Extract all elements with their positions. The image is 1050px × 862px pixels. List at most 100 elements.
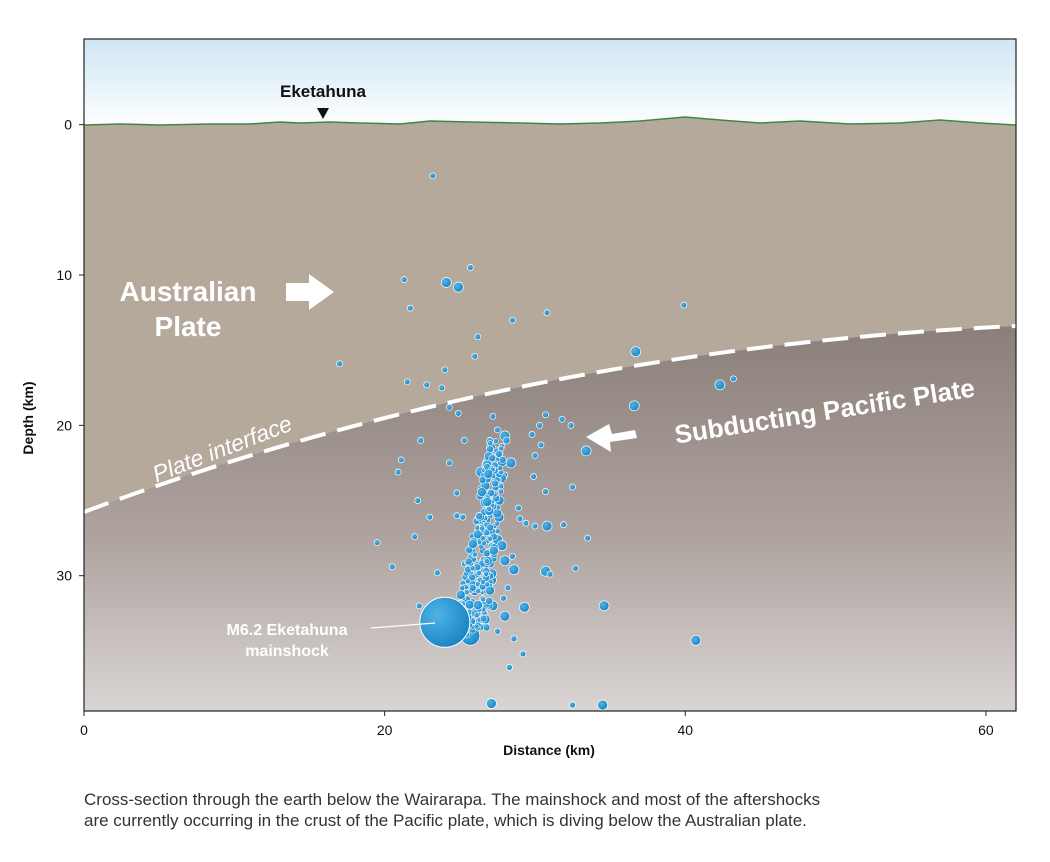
earthquake-point (406, 304, 414, 312)
aftershock-point (468, 583, 477, 592)
earthquake-point (505, 457, 517, 469)
aftershock-point (483, 571, 489, 577)
aftershock-point (479, 525, 486, 532)
aftershock-point (464, 599, 475, 610)
earthquake-point (569, 701, 576, 709)
aftershock-point (483, 469, 494, 479)
earthquake-point (528, 431, 536, 438)
aftershock-point (464, 578, 471, 584)
earthquake-point (489, 412, 497, 420)
y-tick-label: 30 (56, 568, 72, 584)
australian-plate-label-line1: Australian (120, 276, 257, 307)
earthquake-point (494, 426, 501, 434)
earthquake-point (494, 627, 501, 635)
aftershock-point (485, 596, 493, 605)
earthquake-point (506, 664, 513, 671)
aftershock-point (474, 524, 481, 531)
earthquake-point (572, 564, 579, 572)
earthquake-point (454, 409, 462, 417)
aftershock-point (498, 455, 507, 464)
x-tick-label: 40 (678, 722, 694, 738)
sky-background (84, 39, 1016, 129)
aftershock-point (488, 545, 499, 556)
x-axis-title: Distance (km) (503, 742, 595, 758)
aftershock-point (487, 488, 495, 497)
aftershock-point (491, 479, 499, 488)
aftershock-point (475, 512, 484, 520)
y-axis-ticks: 0 10 20 30 (56, 117, 84, 584)
y-axis-title: Depth (km) (20, 381, 36, 454)
earthquake-point (531, 522, 539, 530)
earthquake-point (445, 403, 453, 411)
aftershock-point (488, 454, 497, 463)
aftershock-point (472, 529, 483, 540)
aftershock-point (493, 438, 499, 444)
plate-interface-line (84, 324, 1016, 514)
earthquake-point (516, 515, 524, 522)
aftershock-point (475, 588, 482, 594)
earthquake-point (445, 459, 453, 467)
earthquake-point (569, 483, 576, 491)
aftershock-cluster (451, 436, 511, 639)
pacific-plate-slab (84, 326, 1016, 711)
mainshock-label-line2: mainshock (245, 643, 329, 660)
ground-surface-line (84, 116, 1016, 126)
aftershock-point (494, 520, 501, 527)
aftershock-point (482, 497, 492, 507)
aftershock-point (478, 476, 487, 484)
y-tick-label: 20 (56, 417, 72, 433)
aftershock-point (476, 570, 482, 576)
earthquake-point (486, 698, 497, 709)
aftershock-point (487, 535, 493, 542)
aftershock-point (495, 450, 503, 458)
earthquake-point (510, 635, 518, 643)
aftershock-point (502, 436, 511, 445)
aftershock-point (471, 551, 478, 558)
earthquake-point (474, 333, 482, 341)
aftershock-point (455, 590, 466, 600)
earthquake-point (542, 488, 549, 495)
earthquake-point (522, 519, 530, 527)
pacific-plate-arrow-icon (586, 424, 637, 452)
aftershock-point (487, 440, 493, 447)
x-tick-label: 0 (80, 722, 88, 738)
earthquake-point (630, 346, 642, 358)
plot-frame (83, 38, 1017, 712)
cross-section-figure: 0 20 40 60 0 10 20 30 Distance (km) Depth (km)… (20, 38, 1017, 758)
eketahuna-marker-icon (317, 108, 329, 119)
earthquake-point (508, 564, 520, 576)
earthquake-point (459, 513, 467, 521)
earthquake-point (440, 277, 452, 288)
mainshock-label-line1: M6.2 Eketahuna (227, 622, 348, 639)
earthquake-point (509, 552, 516, 560)
aftershock-point (480, 596, 486, 603)
earthquake-point (336, 360, 343, 368)
earthquake-point (560, 521, 567, 528)
earthquake-point (417, 437, 425, 444)
earthquake-point (433, 569, 441, 577)
aftershock-point (469, 565, 476, 572)
earthquake-point (690, 634, 702, 646)
earthquake-point (397, 456, 405, 464)
earthquake-point (543, 309, 551, 316)
earthquake-point (542, 411, 549, 419)
earthquake-point (531, 452, 539, 459)
figure-caption: Cross-section through the earth below th… (84, 789, 1024, 831)
earthquake-point (471, 352, 479, 360)
earthquake-point (453, 512, 461, 519)
earthquake-point (429, 172, 437, 180)
earthquake-point (373, 539, 381, 546)
earthquake-point (598, 600, 610, 612)
x-axis-ticks: 0 20 40 60 (80, 711, 994, 738)
earthquake-point (400, 276, 408, 283)
earthquake-point (438, 384, 446, 392)
earthquake-point (426, 513, 434, 521)
earthquake-point (546, 570, 554, 578)
australian-plate-label-line2: Plate (155, 311, 222, 342)
earthquake-point (537, 441, 545, 449)
earthquake-point (530, 473, 537, 480)
aftershock-point (473, 623, 480, 630)
earthquake-point (414, 497, 422, 504)
earthquake-point (515, 504, 522, 512)
earthquake-point (714, 379, 726, 391)
